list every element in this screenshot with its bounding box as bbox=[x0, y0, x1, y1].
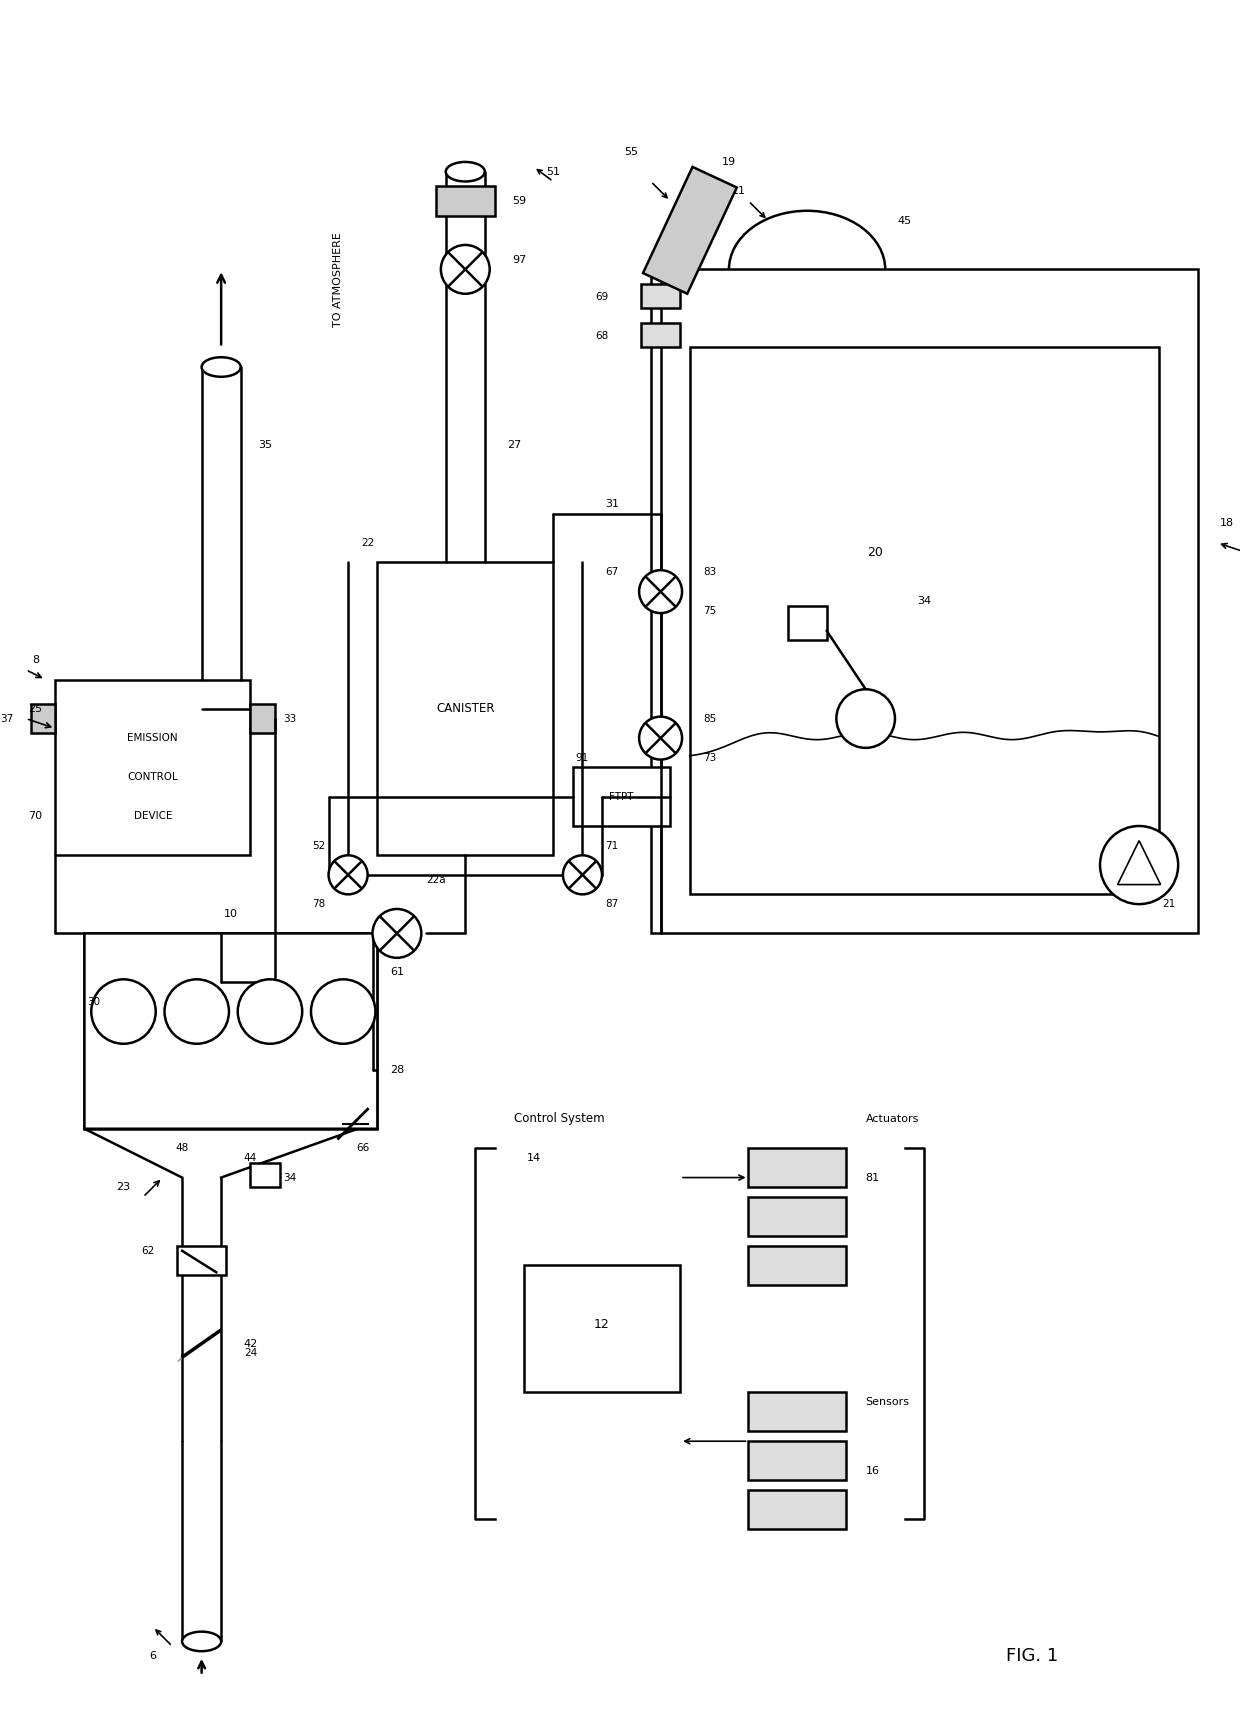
Bar bbox=[250, 704, 275, 734]
Text: 62: 62 bbox=[141, 1246, 155, 1256]
Text: 14: 14 bbox=[527, 1154, 541, 1162]
Text: 22: 22 bbox=[361, 538, 374, 548]
Text: 52: 52 bbox=[312, 840, 325, 850]
Text: 45: 45 bbox=[898, 215, 911, 226]
Text: 22a: 22a bbox=[427, 874, 446, 885]
Text: 44: 44 bbox=[244, 1154, 257, 1162]
Bar bbox=[749, 1197, 846, 1235]
Bar bbox=[749, 1393, 846, 1431]
Text: FTPT: FTPT bbox=[609, 791, 634, 802]
Circle shape bbox=[92, 979, 156, 1044]
Text: DEVICE: DEVICE bbox=[134, 812, 172, 821]
Ellipse shape bbox=[202, 357, 241, 376]
Bar bbox=[651, 269, 1198, 933]
Bar bbox=[177, 1246, 226, 1275]
Text: 33: 33 bbox=[283, 713, 296, 723]
Text: CONTROL: CONTROL bbox=[128, 772, 179, 782]
Text: 21: 21 bbox=[1162, 899, 1176, 909]
Polygon shape bbox=[177, 1329, 222, 1362]
Text: 85: 85 bbox=[703, 713, 715, 723]
FancyBboxPatch shape bbox=[84, 933, 377, 1129]
Bar bbox=[523, 1265, 680, 1393]
Text: 34: 34 bbox=[918, 597, 931, 607]
Text: 37: 37 bbox=[0, 713, 12, 723]
Text: 10: 10 bbox=[224, 909, 238, 920]
Text: 51: 51 bbox=[546, 167, 560, 177]
Text: 25: 25 bbox=[29, 704, 42, 713]
Bar bbox=[689, 347, 1158, 894]
Text: 42: 42 bbox=[243, 1339, 258, 1348]
Text: 78: 78 bbox=[312, 899, 325, 909]
Text: 91: 91 bbox=[575, 753, 589, 763]
Text: 69: 69 bbox=[595, 291, 609, 302]
Text: 66: 66 bbox=[356, 1143, 370, 1154]
Bar bbox=[749, 1246, 846, 1286]
Text: 24: 24 bbox=[244, 1348, 257, 1359]
Text: 67: 67 bbox=[605, 567, 619, 578]
Bar bbox=[641, 285, 680, 309]
Text: 28: 28 bbox=[389, 1065, 404, 1076]
Text: 31: 31 bbox=[605, 498, 619, 508]
Circle shape bbox=[1100, 826, 1178, 904]
Text: Sensors: Sensors bbox=[866, 1397, 910, 1407]
Text: 18: 18 bbox=[1220, 519, 1234, 527]
Circle shape bbox=[563, 855, 601, 894]
Text: 8: 8 bbox=[32, 656, 40, 665]
Bar bbox=[749, 1490, 846, 1529]
Ellipse shape bbox=[445, 161, 485, 182]
Circle shape bbox=[329, 855, 367, 894]
Text: 61: 61 bbox=[389, 968, 404, 977]
Text: 68: 68 bbox=[595, 331, 609, 340]
Text: CANISTER: CANISTER bbox=[436, 703, 495, 715]
Circle shape bbox=[311, 979, 376, 1044]
Text: 27: 27 bbox=[507, 441, 521, 449]
Circle shape bbox=[639, 571, 682, 612]
Circle shape bbox=[238, 979, 303, 1044]
Circle shape bbox=[441, 245, 490, 293]
Text: 12: 12 bbox=[594, 1317, 610, 1331]
Text: 23: 23 bbox=[117, 1182, 130, 1192]
Circle shape bbox=[639, 717, 682, 760]
Bar bbox=[250, 1162, 280, 1187]
Text: 6: 6 bbox=[149, 1652, 156, 1660]
Ellipse shape bbox=[182, 1631, 221, 1652]
Text: 73: 73 bbox=[703, 753, 715, 763]
Bar bbox=[377, 562, 553, 855]
Text: 70: 70 bbox=[29, 812, 42, 821]
Bar bbox=[55, 680, 250, 855]
Text: Control System: Control System bbox=[515, 1112, 605, 1126]
Polygon shape bbox=[644, 167, 737, 293]
Bar bbox=[749, 1149, 846, 1187]
Text: 81: 81 bbox=[866, 1173, 880, 1183]
Text: 71: 71 bbox=[605, 840, 619, 850]
Text: 75: 75 bbox=[703, 606, 715, 616]
Text: 87: 87 bbox=[605, 899, 619, 909]
Text: 19: 19 bbox=[722, 156, 737, 167]
Text: 34: 34 bbox=[283, 1173, 296, 1183]
Bar bbox=[31, 704, 55, 734]
Bar bbox=[749, 1442, 846, 1480]
Text: 48: 48 bbox=[175, 1143, 188, 1154]
Circle shape bbox=[165, 979, 229, 1044]
Text: EMISSION: EMISSION bbox=[128, 734, 179, 743]
Text: 55: 55 bbox=[624, 147, 639, 158]
Bar bbox=[787, 606, 827, 640]
Text: 35: 35 bbox=[258, 441, 272, 449]
Bar bbox=[641, 323, 680, 347]
Bar bbox=[84, 933, 377, 1129]
Bar bbox=[436, 186, 495, 215]
Text: 20: 20 bbox=[868, 547, 883, 559]
Text: 11: 11 bbox=[732, 186, 745, 196]
Text: FIG. 1: FIG. 1 bbox=[1006, 1647, 1058, 1666]
Text: 16: 16 bbox=[866, 1466, 879, 1475]
Circle shape bbox=[836, 689, 895, 748]
Text: 83: 83 bbox=[703, 567, 715, 578]
Text: Actuators: Actuators bbox=[866, 1114, 919, 1124]
Text: 97: 97 bbox=[512, 255, 526, 265]
Bar bbox=[573, 767, 671, 826]
Text: TO ATMOSPHERE: TO ATMOSPHERE bbox=[334, 232, 343, 326]
Circle shape bbox=[372, 909, 422, 958]
Text: 59: 59 bbox=[512, 196, 526, 206]
Text: 30: 30 bbox=[88, 998, 100, 1006]
